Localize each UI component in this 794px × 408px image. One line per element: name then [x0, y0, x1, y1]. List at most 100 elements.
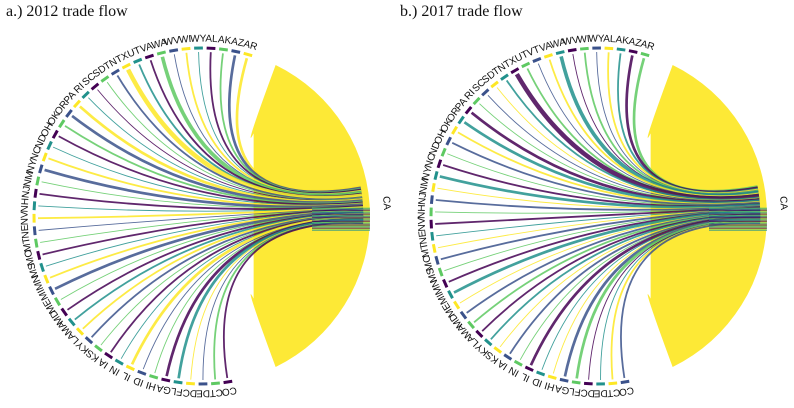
state-label-wv: WV [562, 35, 580, 48]
state-arc-ma [467, 320, 476, 330]
chord-wa [559, 56, 759, 198]
state-label-nv: NV [20, 211, 31, 225]
state-arc-nd [46, 140, 53, 151]
state-arc-sd [100, 75, 110, 83]
state-arc-wv [169, 48, 179, 53]
state-arc-ak [218, 47, 228, 52]
chord-oh [451, 142, 760, 206]
state-arc-pa [72, 99, 82, 109]
state-arc-mi [48, 285, 55, 296]
state-arc-tx [121, 62, 131, 70]
state-label-nh: NH [20, 198, 32, 213]
state-arc-il [125, 364, 135, 372]
state-label-vt: VT [526, 44, 542, 59]
chord-or [463, 121, 760, 205]
state-label-hi: HI [543, 379, 556, 392]
state-arc-hi [149, 374, 159, 380]
hub-label: CA [380, 196, 392, 211]
panel-2017: b.) 2017 trade flow CA AR AZ AK AL WY WI WV WA VA… [397, 0, 794, 408]
state-label-ut: UT [513, 49, 530, 65]
chord-tn [505, 79, 760, 201]
state-arc-nc [436, 159, 443, 169]
state-arc-tn [500, 73, 509, 81]
state-label-nh: NH [417, 204, 428, 219]
state-arc-ok [58, 119, 66, 129]
state-label-ak: AK [615, 34, 630, 47]
state-label-id: ID [531, 375, 544, 389]
state-arc-nm [431, 183, 436, 192]
state-label-fl: FL [170, 385, 184, 398]
state-label-nv: NV [417, 217, 429, 232]
state-arc-ga [161, 377, 171, 383]
state-arc-ak [616, 47, 626, 52]
state-label-wi: WI [577, 34, 590, 46]
state-label-mi: MI [435, 291, 450, 306]
state-arc-il [524, 365, 534, 372]
state-label-ga: GA [155, 382, 172, 396]
panel-2012: a.) 2012 trade flow CA AR AZ AK AL WY WI WV WA VA… [6, 3, 392, 398]
state-label-nc: NC [423, 152, 438, 169]
state-label-nd: ND [33, 133, 49, 151]
state-arc-hi [547, 374, 557, 380]
state-arc-or [457, 115, 465, 125]
state-label-ak: AK [217, 34, 232, 47]
state-arc-wv [567, 48, 577, 53]
state-arc-az [628, 49, 638, 54]
state-arc-va [543, 53, 553, 59]
state-label-wa: WA [549, 37, 567, 51]
chord-ne [436, 207, 761, 237]
state-arc-mo [36, 250, 42, 260]
state-label-ar: AR [639, 39, 655, 53]
chord-diagram-2017: CAARAZAKALWYWIWVWAVAVTUTTXTNSDSCRIPAOROK… [417, 34, 790, 399]
state-label-dc: DC [182, 386, 197, 398]
chord-sd [496, 87, 760, 201]
state-label-wi: WI [179, 34, 192, 46]
state-arc-ks [493, 346, 503, 354]
chord-mo [42, 207, 364, 256]
state-arc-dc [186, 381, 195, 386]
state-arc-nd [440, 147, 447, 157]
state-label-nc: NC [29, 145, 44, 162]
state-label-in: IN [108, 363, 122, 377]
chord-tx [126, 68, 363, 201]
state-label-ct: CT [606, 386, 620, 398]
state-arc-mi [447, 289, 454, 299]
state-label-al: AL [603, 34, 616, 46]
chord-oh [58, 135, 363, 206]
state-arc-wa [156, 50, 167, 56]
state-arc-la [475, 329, 484, 338]
state-arc-vt [532, 56, 542, 63]
state-arc-mn [43, 274, 50, 284]
state-label-ne: NE [20, 224, 32, 239]
hub-label: CA [777, 196, 789, 211]
state-arc-va [144, 53, 155, 60]
state-label-ga: GA [554, 382, 571, 396]
chord-al [607, 52, 759, 195]
state-arc-mt [34, 238, 39, 248]
state-label-ar: AR [242, 39, 258, 53]
state-label-il: IL [519, 370, 532, 384]
chord-wa [160, 56, 362, 198]
state-arc-ok [451, 125, 459, 135]
state-label-hi: HI [145, 379, 158, 392]
state-label-de: DE [196, 387, 210, 398]
state-arc-nh [32, 201, 37, 211]
state-arc-ri [472, 96, 481, 106]
state-label-de: DE [593, 387, 607, 398]
state-arc-in [114, 358, 124, 366]
state-arc-md [60, 307, 68, 317]
state-label-ms: MS [26, 261, 41, 279]
state-arc-ms [39, 262, 45, 273]
state-label-ms: MS [424, 266, 439, 284]
state-label-mt: MT [419, 242, 433, 258]
state-arc-sc [90, 82, 100, 91]
chord-tx [514, 72, 760, 201]
chord-sd [106, 81, 363, 201]
state-arc-wa [555, 50, 565, 56]
state-arc-ct [608, 381, 618, 386]
state-arc-id [536, 370, 546, 377]
state-arc-ct [210, 381, 220, 386]
state-arc-ny [433, 170, 439, 181]
state-label-co: CO [221, 384, 238, 397]
state-label-nj: NJ [20, 185, 33, 199]
